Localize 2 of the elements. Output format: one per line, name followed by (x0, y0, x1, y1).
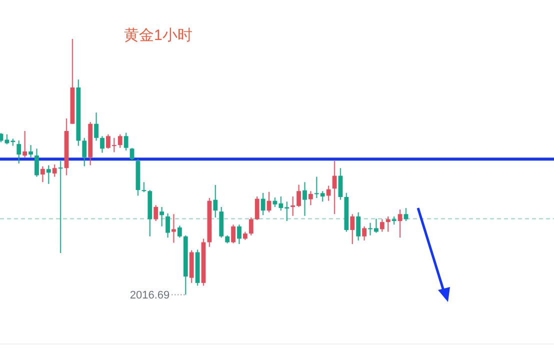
annotation: 2016.69 (130, 290, 170, 302)
title: 黄金1小时 (124, 27, 192, 44)
